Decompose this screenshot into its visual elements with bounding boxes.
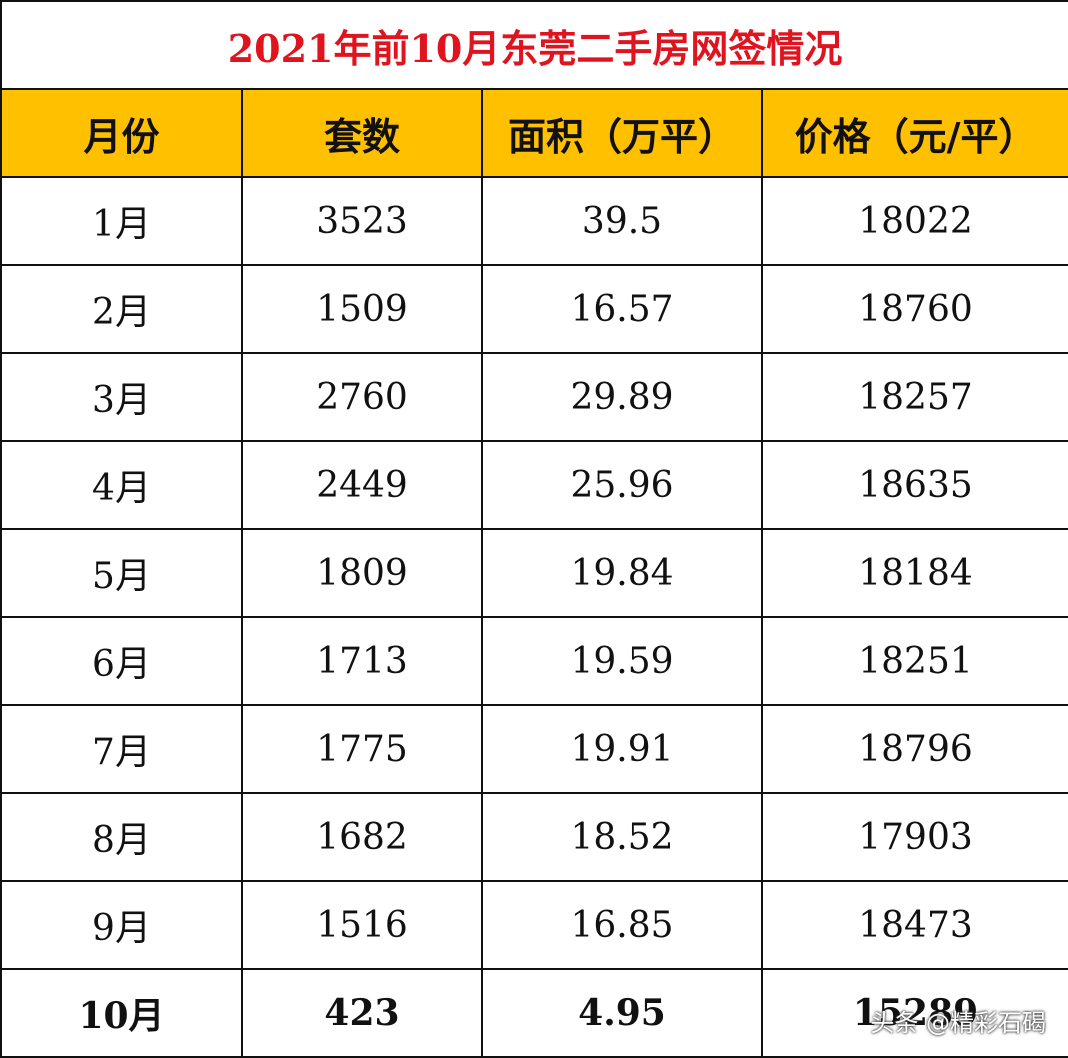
table-cell: 3月 [0, 352, 243, 442]
table-row: 5月 1809 19.84 18184 [0, 528, 1068, 618]
table-cell: 19.84 [481, 528, 763, 618]
title-row: 2021年前10月东莞二手房网签情况 [0, 0, 1068, 90]
header-cell: 套数 [241, 88, 483, 178]
table-cell: 18022 [760, 176, 1068, 266]
table-title: 2021年前10月东莞二手房网签情况 [0, 0, 1068, 90]
table-cell: 6月 [0, 616, 243, 706]
table-cell: 17903 [760, 792, 1068, 882]
table-cell: 1509 [241, 264, 483, 354]
table-cell: 18251 [760, 616, 1068, 706]
table-cell: 9月 [0, 880, 243, 970]
table-cell: 1月 [0, 176, 243, 266]
header-cell: 面积（万平） [481, 88, 763, 178]
table-cell: 39.5 [481, 176, 763, 266]
table-row: 7月 1775 19.91 18796 [0, 704, 1068, 794]
table-row: 2月 1509 16.57 18760 [0, 264, 1068, 354]
table-cell: 1516 [241, 880, 483, 970]
table-cell: 18796 [760, 704, 1068, 794]
table-cell: 25.96 [481, 440, 763, 530]
table-cell: 10月 [0, 968, 243, 1058]
table-cell: 4月 [0, 440, 243, 530]
table-row: 8月 1682 18.52 17903 [0, 792, 1068, 882]
header-cell: 月份 [0, 88, 243, 178]
table-row: 9月 1516 16.85 18473 [0, 880, 1068, 970]
table-row: 4月 2449 25.96 18635 [0, 440, 1068, 530]
table-row: 1月 3523 39.5 18022 [0, 176, 1068, 266]
table-cell: 18257 [760, 352, 1068, 442]
table-row: 6月 1713 19.59 18251 [0, 616, 1068, 706]
table-row: 10月 423 4.95 15289 [0, 968, 1068, 1058]
table-cell: 3523 [241, 176, 483, 266]
table-cell: 19.59 [481, 616, 763, 706]
table-cell: 15289 [760, 968, 1068, 1058]
table-cell: 2449 [241, 440, 483, 530]
table-cell: 423 [241, 968, 483, 1058]
table-cell: 5月 [0, 528, 243, 618]
table-cell: 16.85 [481, 880, 763, 970]
header-cell: 价格（元/平） [760, 88, 1068, 178]
table-cell: 18.52 [481, 792, 763, 882]
table-cell: 29.89 [481, 352, 763, 442]
table-cell: 1682 [241, 792, 483, 882]
table-cell: 18760 [760, 264, 1068, 354]
table-cell: 2月 [0, 264, 243, 354]
table-cell: 8月 [0, 792, 243, 882]
header-row: 月份 套数 面积（万平） 价格（元/平） [0, 88, 1068, 178]
table-cell: 7月 [0, 704, 243, 794]
table-cell: 4.95 [481, 968, 763, 1058]
table-cell: 2760 [241, 352, 483, 442]
table-cell: 16.57 [481, 264, 763, 354]
table-cell: 18635 [760, 440, 1068, 530]
table-cell: 1713 [241, 616, 483, 706]
table-cell: 18473 [760, 880, 1068, 970]
table-row: 3月 2760 29.89 18257 [0, 352, 1068, 442]
table-cell: 1809 [241, 528, 483, 618]
table-cell: 18184 [760, 528, 1068, 618]
watermark: 头条 @精彩石碣 [870, 1009, 1046, 1037]
table-cell: 19.91 [481, 704, 763, 794]
table-cell: 1775 [241, 704, 483, 794]
